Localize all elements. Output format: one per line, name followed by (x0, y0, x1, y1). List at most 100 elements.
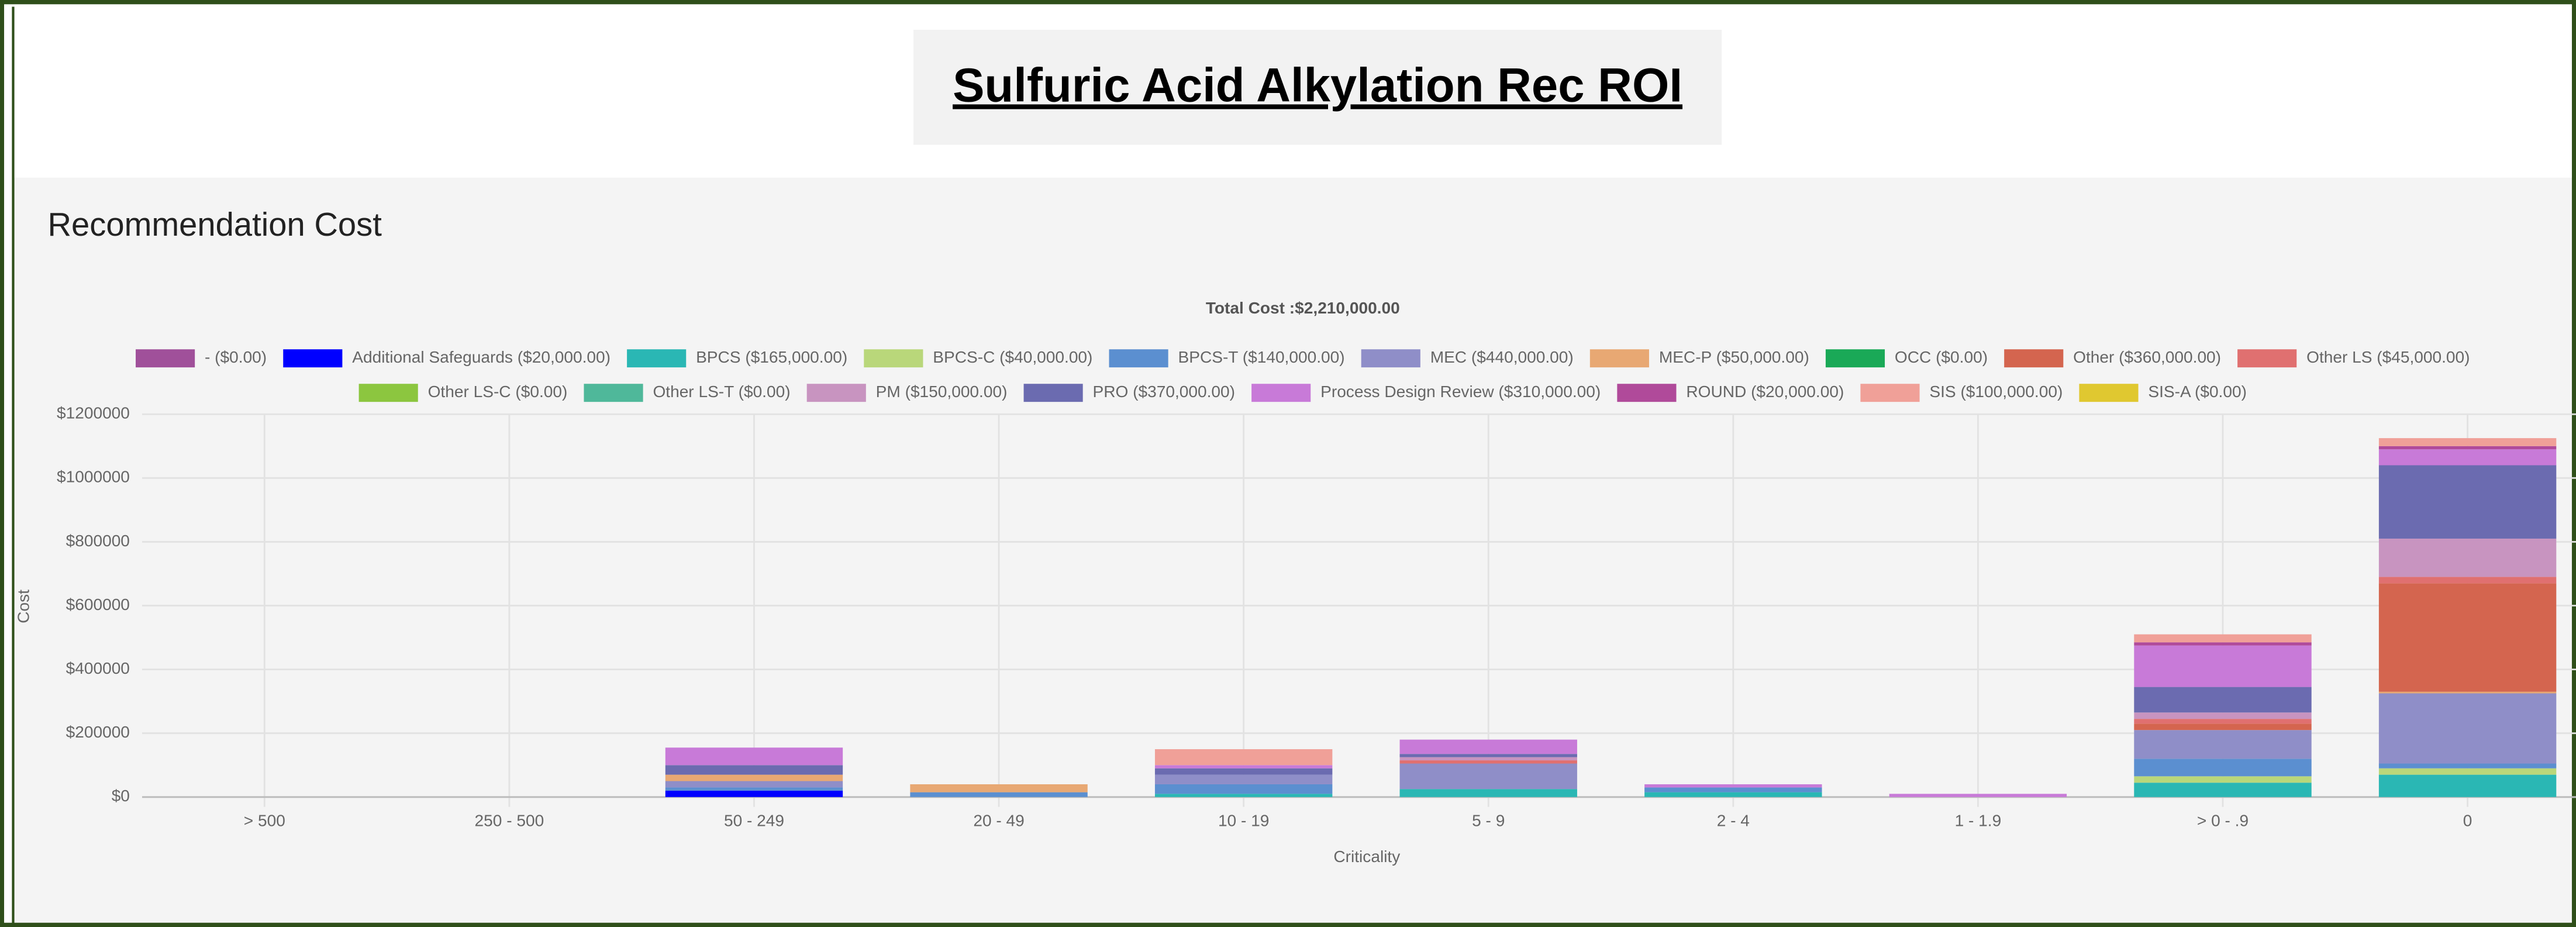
legend-label: PRO ($370,000.00) (1093, 382, 1236, 401)
bar-segment (1154, 768, 1333, 775)
legend-label: OCC ($0.00) (1895, 348, 1988, 366)
legend-label: Other LS-T ($0.00) (653, 382, 790, 401)
legend-swatch (358, 384, 418, 402)
y-tick-label: $1000000 (57, 468, 130, 486)
bar-segment (2134, 645, 2312, 687)
chart-panel (13, 177, 2576, 927)
bar-segment (1399, 757, 1577, 761)
legend-swatch (627, 349, 687, 368)
legend-swatch (1589, 349, 1649, 368)
chart-subtitle: Total Cost :$2,210,000.00 (1206, 299, 1400, 317)
legend-swatch (1251, 384, 1311, 402)
y-tick-label: $0 (112, 787, 130, 805)
bar-segment (1399, 739, 1577, 754)
x-tick-label: 10 - 19 (1218, 811, 1269, 829)
bar-segment (2134, 783, 2312, 797)
bar-segment (2378, 691, 2557, 694)
y-tick-label: $400000 (66, 659, 130, 677)
bar-segment (2378, 774, 2557, 797)
legend-swatch (283, 349, 343, 368)
bar-segment (2134, 719, 2312, 724)
legend-swatch (2079, 384, 2139, 402)
bar-segment (910, 784, 1088, 792)
x-tick-label: 50 - 249 (724, 811, 784, 829)
legend-label: Other LS ($45,000.00) (2306, 348, 2470, 366)
bar-segment (665, 765, 843, 775)
legend-label: Other ($360,000.00) (2073, 348, 2221, 366)
bar-segment (2134, 759, 2312, 777)
bar-segment (2378, 693, 2557, 764)
legend-swatch (1617, 384, 1677, 402)
bar-segment (2378, 763, 2557, 769)
bar-segment (1399, 754, 1577, 757)
legend-swatch (864, 349, 923, 368)
legend-label: Process Design Review ($310,000.00) (1320, 382, 1601, 401)
bar-segment (2378, 438, 2557, 446)
page-title: Sulfuric Acid Alkylation Rec ROI (953, 58, 1682, 112)
x-tick-label: 2 - 4 (1717, 811, 1750, 829)
bar-segment (1154, 774, 1333, 784)
bar-segment (665, 787, 843, 791)
bar-segment (665, 781, 843, 788)
bar-segment (2378, 446, 2557, 450)
bar-segment (2378, 577, 2557, 584)
legend-swatch (584, 384, 643, 402)
legend-label: BPCS ($165,000.00) (696, 348, 847, 366)
legend-label: MEC ($440,000.00) (1430, 348, 1574, 366)
bar-segment (1889, 794, 2067, 797)
bar-segment (2378, 449, 2557, 466)
bar-segment (1399, 763, 1577, 790)
legend-swatch (1825, 349, 1885, 368)
y-tick-label: $600000 (66, 595, 130, 614)
bar-segment (1399, 789, 1577, 797)
legend-swatch (136, 349, 195, 368)
bar-segment (1154, 794, 1333, 797)
legend-label: ROUND ($20,000.00) (1686, 382, 1844, 401)
bar-segment (2378, 538, 2557, 577)
title-box (913, 29, 1722, 145)
bar-segment (910, 792, 1088, 797)
legend-swatch (1109, 349, 1168, 368)
legend-swatch (1860, 384, 1920, 402)
bar-segment (1399, 760, 1577, 764)
bar-segment (2378, 465, 2557, 539)
bar-segment (1644, 787, 1822, 792)
legend-swatch (1361, 349, 1420, 368)
bar-segment (1644, 784, 1822, 788)
bar-segment (2134, 723, 2312, 730)
legend-label: SIS ($100,000.00) (1929, 382, 2063, 401)
bar-segment (665, 790, 843, 797)
legend-label: - ($0.00) (205, 348, 267, 366)
bar-segment (665, 774, 843, 781)
x-tick-label: 0 (2463, 811, 2472, 829)
x-tick-label: 250 - 500 (475, 811, 544, 829)
y-tick-label: $1200000 (57, 404, 130, 422)
legend-swatch (2004, 349, 2064, 368)
x-axis-label: Criticality (1333, 847, 1400, 866)
legend-swatch (2237, 349, 2297, 368)
x-tick-label: > 500 (244, 811, 285, 829)
legend-label: PM ($150,000.00) (876, 382, 1008, 401)
legend-label: Other LS-C ($0.00) (428, 382, 568, 401)
bar-segment (2134, 712, 2312, 719)
bar-segment (2378, 768, 2557, 775)
bar-segment (1154, 784, 1333, 794)
legend-swatch (1023, 384, 1083, 402)
bar-segment (2134, 634, 2312, 643)
legend-label: Additional Safeguards ($20,000.00) (352, 348, 611, 366)
bar-segment (1644, 792, 1822, 797)
bar-segment (2378, 583, 2557, 692)
chart-title: Recommendation Cost (47, 206, 382, 243)
legend-label: BPCS-C ($40,000.00) (933, 348, 1092, 366)
y-tick-label: $200000 (66, 723, 130, 741)
bar-segment (1154, 765, 1333, 769)
bar-segment (2134, 730, 2312, 759)
legend-swatch (806, 384, 866, 402)
legend-label: MEC-P ($50,000.00) (1659, 348, 1809, 366)
legend-label: BPCS-T ($140,000.00) (1178, 348, 1344, 366)
x-tick-label: 5 - 9 (1472, 811, 1505, 829)
legend-label: SIS-A ($0.00) (2148, 382, 2247, 401)
